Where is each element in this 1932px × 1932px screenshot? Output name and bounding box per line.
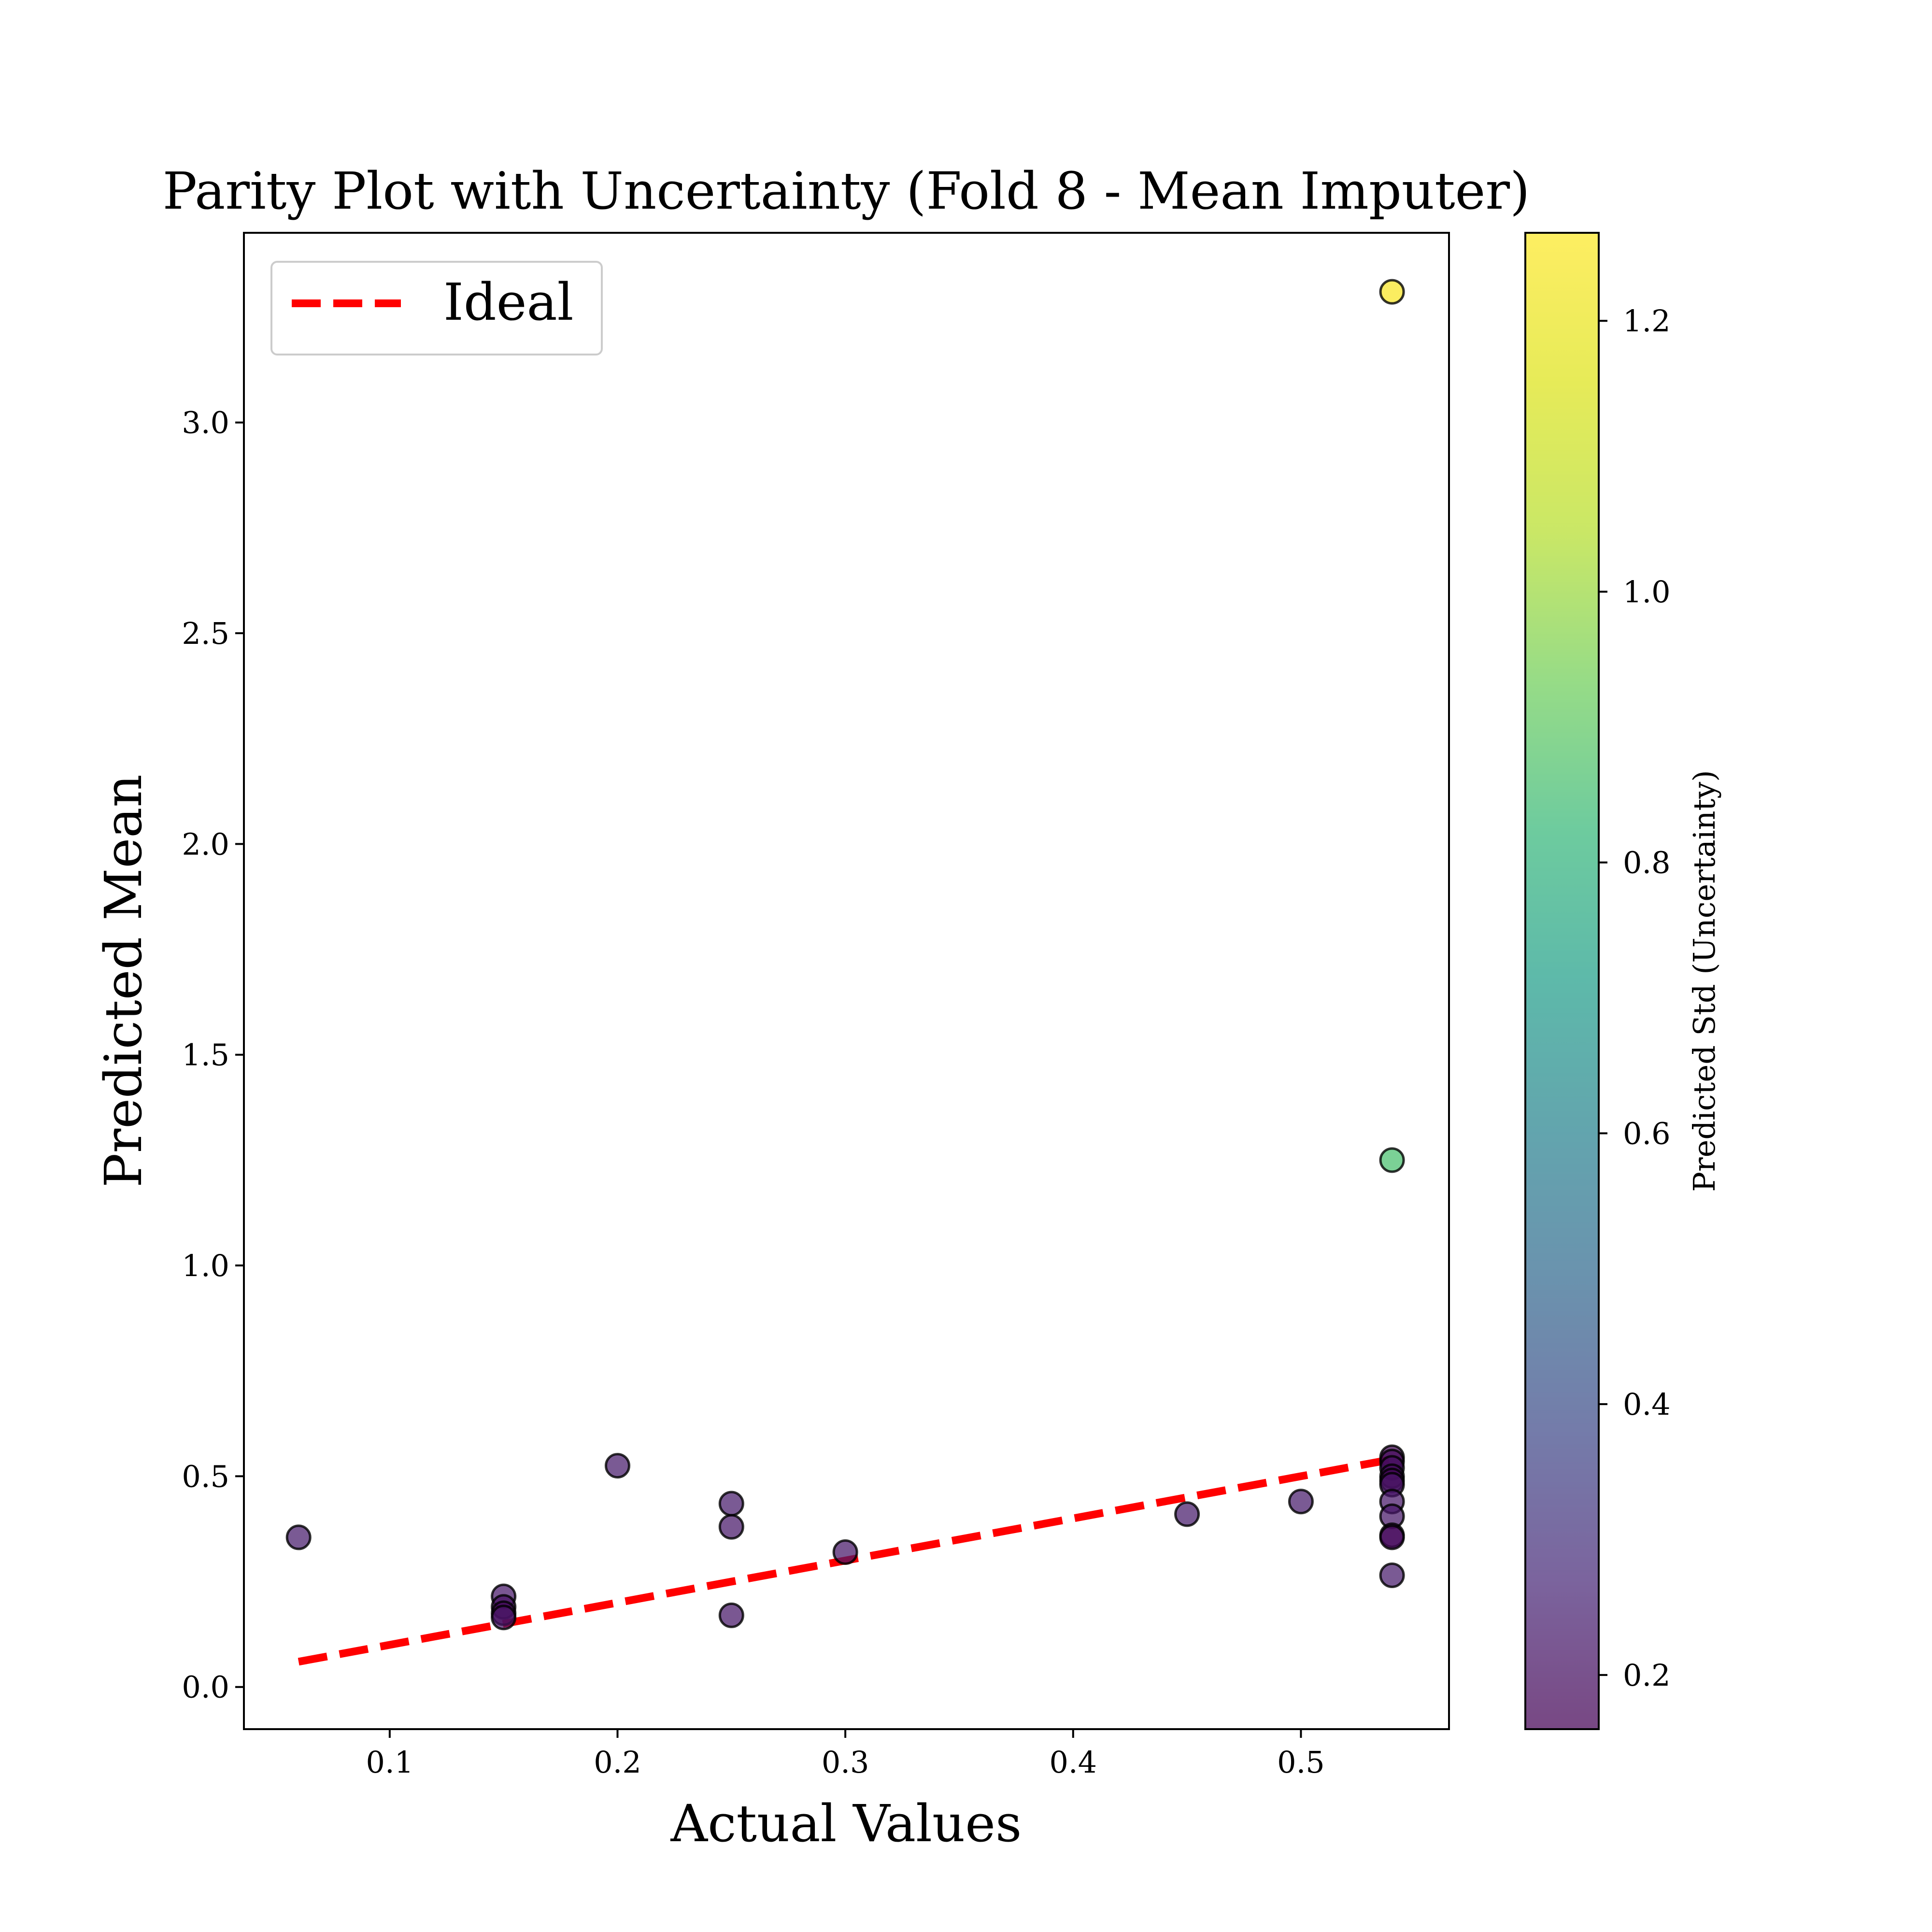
x-tick-label: 0.2: [594, 1745, 641, 1780]
y-tick-label: 3.0: [182, 405, 229, 440]
plot-border: [243, 232, 1450, 1730]
y-tick-label: 2.5: [182, 616, 229, 651]
y-tick-label: 1.5: [182, 1037, 229, 1073]
scatter-point: [491, 1605, 517, 1631]
colorbar-tick-label: 0.8: [1623, 845, 1671, 881]
colorbar: 0.2 0.4 0.6 0.8 1.0 1.2 Predicted Std (Uncert…: [1524, 232, 1722, 1730]
colorbar-border: [1524, 232, 1600, 1730]
x-axis-ticks: 0.1 0.2 0.3 0.4 0.5: [366, 1729, 1325, 1780]
x-axis-label: Actual Values: [670, 1794, 1022, 1853]
colorbar-label: Predicted Std (Uncertainty): [1687, 770, 1722, 1192]
legend-box: [270, 261, 603, 355]
scatter-point: [1379, 1562, 1405, 1588]
scatter-point: [832, 1539, 858, 1565]
scatter-points: [285, 279, 1405, 1631]
x-tick-label: 0.4: [1049, 1745, 1097, 1780]
plot-area: [244, 233, 1449, 1729]
scatter-point: [718, 1602, 744, 1628]
y-axis-ticks: 0.0 0.5 1.0 1.5 2.0 2.5 3.0: [182, 405, 244, 1705]
y-tick-label: 0.5: [182, 1459, 229, 1494]
scatter-point: [604, 1453, 630, 1479]
scatter-point: [1174, 1501, 1200, 1527]
scatter-point: [285, 1524, 312, 1550]
scatter-point: [718, 1514, 744, 1540]
legend: Ideal: [270, 261, 603, 355]
y-tick-label: 2.0: [182, 826, 229, 862]
colorbar-ticks: 0.2 0.4 0.6 0.8 1.0 1.2: [1599, 303, 1671, 1693]
colorbar-gradient: [1525, 233, 1599, 1729]
colorbar-tick-label: 0.2: [1623, 1658, 1671, 1693]
colorbar-tick-label: 1.2: [1623, 303, 1671, 339]
y-axis-label: Predicted Mean: [94, 774, 153, 1187]
colorbar-tick-label: 0.6: [1623, 1116, 1671, 1151]
y-tick-label: 1.0: [182, 1248, 229, 1283]
colorbar-tick-label: 1.0: [1623, 574, 1671, 610]
x-tick-label: 0.1: [366, 1745, 414, 1780]
scatter-point: [1379, 279, 1405, 305]
chart-title: Parity Plot with Uncertainty (Fold 8 - M…: [163, 161, 1530, 221]
scatter-point: [1288, 1489, 1314, 1515]
colorbar-tick-label: 0.4: [1623, 1387, 1671, 1422]
scatter-point: [718, 1491, 744, 1517]
scatter-point: [1379, 1147, 1405, 1173]
legend-label-ideal: Ideal: [443, 272, 574, 332]
scatter-point: [1379, 1524, 1405, 1550]
x-tick-label: 0.5: [1277, 1745, 1325, 1780]
y-tick-label: 0.0: [182, 1670, 229, 1705]
x-tick-label: 0.3: [822, 1745, 869, 1780]
